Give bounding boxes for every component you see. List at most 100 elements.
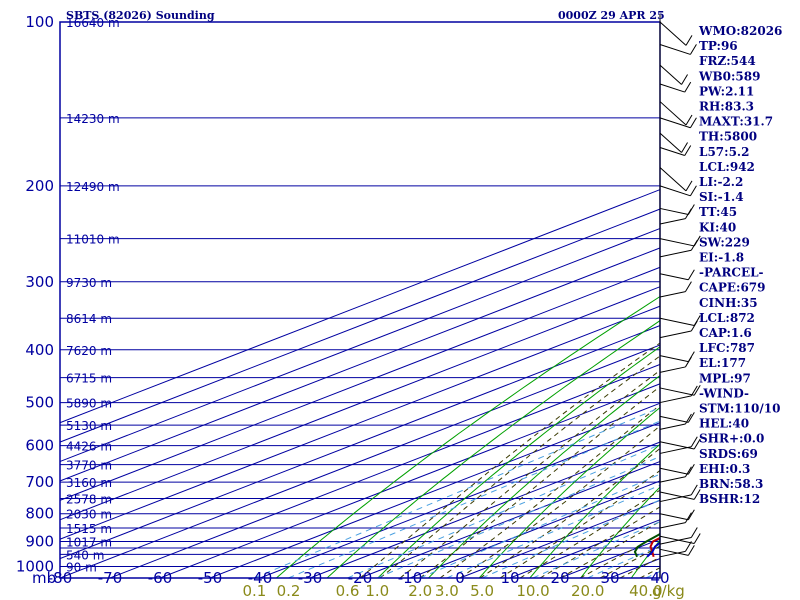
moist-adiabat: [479, 447, 660, 578]
wind-barb-shaft: [659, 423, 686, 430]
wind-barb: [659, 545, 695, 556]
wind-barb-feather: [687, 412, 695, 423]
wind-barb: [659, 484, 698, 503]
temperature-tick-label: -60: [148, 569, 173, 587]
wind-barb: [659, 512, 692, 529]
wind-barb-shaft: [659, 395, 692, 404]
wind-barb-feather: [693, 315, 701, 326]
moist-adiabat: [499, 469, 660, 578]
moist-adiabat: [359, 342, 660, 578]
height-label: 8614 m: [66, 312, 112, 326]
wind-barb-shaft: [659, 117, 691, 129]
isotherm: [60, 344, 660, 578]
sounding-index-line: LI:-2.2: [699, 175, 743, 189]
station-title: SBTS (82026) Sounding: [66, 9, 215, 22]
wind-barb-shaft: [659, 441, 695, 450]
wind-barb-shaft: [659, 446, 692, 454]
moist-adiabat: [419, 385, 660, 578]
mixing-ratio-tick-label: 3.0: [435, 582, 459, 600]
wind-barb-shaft: [659, 291, 686, 298]
height-label: 1017 m: [66, 536, 112, 550]
wind-barb-shaft: [659, 207, 689, 215]
sounding-index-line: KI:40: [699, 220, 736, 234]
isotherm: [60, 286, 660, 521]
sounding-index-line: EL:177: [699, 356, 746, 370]
wind-barb-feather: [684, 145, 692, 156]
pressure-tick-label: 900: [25, 533, 54, 551]
height-label: 4426 m: [66, 440, 112, 454]
wind-barb-shaft: [659, 387, 695, 396]
isotherm: [209, 402, 660, 578]
moist-adiabat: [379, 355, 660, 578]
wind-barb-shaft: [659, 550, 686, 558]
height-label: 90 m: [66, 560, 97, 574]
wind-barb-feather: [685, 114, 693, 126]
wind-barb-shaft: [659, 44, 691, 55]
dry-adiabat: [580, 486, 660, 578]
wind-barb: [659, 185, 697, 197]
temperature-tick-label: -70: [98, 569, 123, 587]
wind-barb: [659, 527, 698, 545]
wind-barb-feather: [693, 533, 701, 544]
dry-adiabat: [326, 320, 660, 578]
temperature-tick-label: 20: [550, 569, 569, 587]
wind-barb: [659, 64, 688, 85]
wind-barb-feather: [685, 512, 692, 523]
height-label: 1515 m: [66, 522, 112, 536]
height-label: 2578 m: [66, 492, 112, 506]
valid-time: 0000Z 29 APR 25: [558, 9, 665, 22]
height-label: 5130 m: [66, 419, 112, 433]
wind-barb-feather: [693, 438, 701, 450]
wind-barbs: [659, 21, 701, 558]
wind-barb-feather: [685, 35, 693, 46]
sounding-index-line: WB0:589: [698, 69, 760, 83]
sounding-index-line: -PARCEL-: [699, 266, 764, 280]
mixing-ratio-tick-label: 0.1: [243, 582, 267, 600]
mixing-ratio-tick-label: 1.0: [365, 582, 389, 600]
wind-barb-shaft: [659, 185, 691, 197]
isotherm: [159, 383, 660, 578]
pressure-tick-label: 200: [25, 177, 54, 195]
isotherm: [60, 325, 660, 560]
temperature-tick-label: 10: [500, 569, 519, 587]
sounding-index-line: RH:83.3: [699, 100, 754, 114]
mixing-ratio-unit-label: g/kg: [652, 582, 685, 600]
wind-barb-shaft: [659, 537, 692, 545]
pressure-tick-label: 1000: [16, 557, 54, 575]
isotherm: [359, 460, 660, 578]
wind-barb-feather: [685, 281, 692, 292]
sounding-index-line: TP:96: [699, 39, 738, 53]
wind-barb: [659, 44, 697, 55]
wind-barb: [659, 81, 692, 93]
wind-barb-feather: [690, 484, 698, 496]
height-label: 7620 m: [66, 344, 112, 358]
wind-barb: [659, 509, 695, 521]
sounding-index-line: SI:-1.4: [699, 190, 744, 204]
temperature-tick-label: 0: [455, 569, 465, 587]
sounding-index-line: BSHR:12: [699, 492, 760, 506]
height-label: 14230 m: [66, 112, 120, 126]
sounding-index-line: CAP:1.6: [699, 326, 752, 340]
sounding-index-line: BRN:58.3: [699, 477, 763, 491]
mixing-ratio-line: [377, 456, 660, 578]
pressure-tick-label: 500: [25, 394, 54, 412]
wind-barb: [659, 117, 697, 129]
wind-barb-feather: [687, 351, 695, 362]
wind-barb-feather: [690, 385, 698, 397]
wind-barb-feather: [685, 466, 692, 477]
sounding-index-line: SRDS:69: [699, 447, 758, 461]
isotherm: [60, 305, 660, 540]
moist-adiabat: [519, 489, 660, 578]
mixing-ratio-tick-label: 10.0: [516, 582, 549, 600]
isotherm: [60, 266, 660, 501]
wind-barb: [659, 436, 698, 454]
wind-barb-feather: [690, 44, 697, 55]
wind-barb-shaft: [659, 167, 687, 192]
pressure-tick-label: 300: [25, 273, 54, 291]
wind-barb: [659, 438, 701, 450]
wind-barb: [659, 132, 688, 153]
height-label: 540 m: [66, 548, 104, 562]
